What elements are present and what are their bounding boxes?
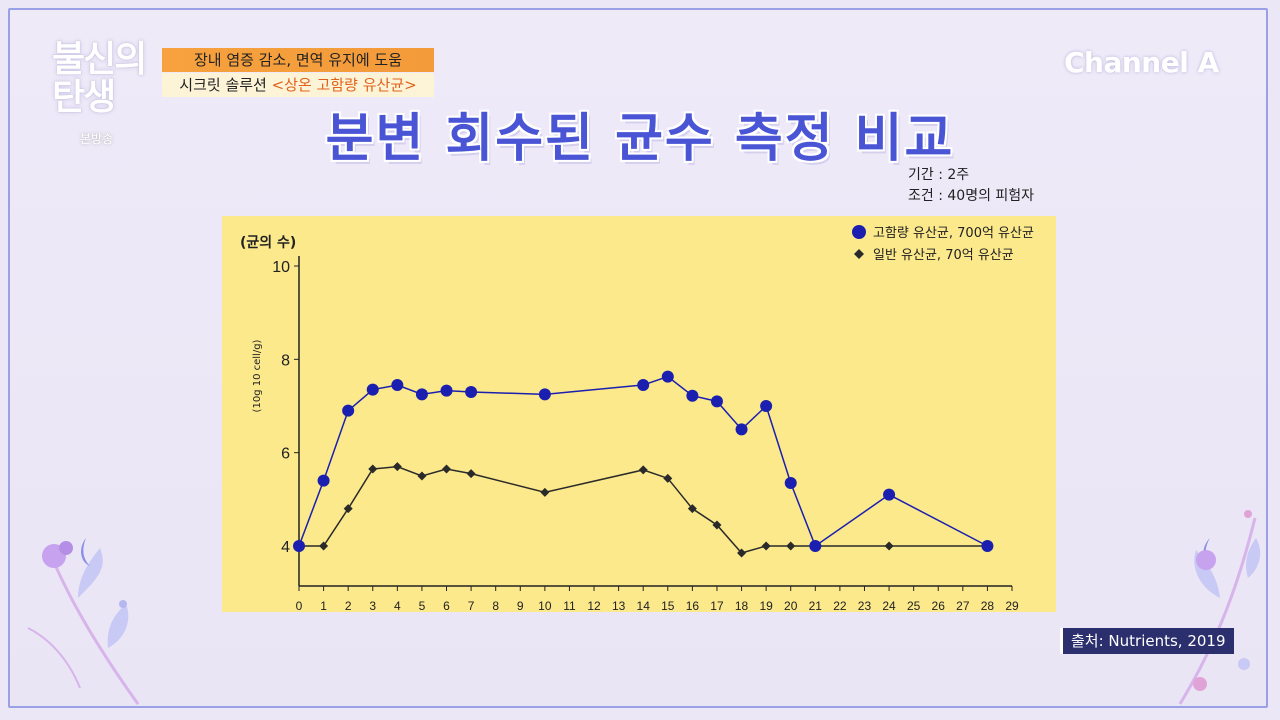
series-1-point: [883, 488, 896, 501]
series-2-point: [343, 504, 353, 514]
x-tick-label: 26: [932, 599, 946, 612]
caption-line-1: 장내 염증 감소, 면역 유지에 도움: [162, 48, 434, 72]
flower-decoration-left: [27, 538, 140, 705]
series-1-point: [317, 474, 330, 487]
caption-line-2: 시크릿 솔루션 <상온 고함량 유산균>: [162, 73, 434, 97]
series-2-point: [737, 548, 747, 558]
show-logo: 불신의 탄생: [52, 38, 147, 118]
caption-highlight: <상온 고함량 유산균>: [271, 76, 417, 94]
series-line-2: [299, 465, 988, 554]
series-1-point: [637, 379, 650, 391]
x-tick-label: 1: [320, 599, 327, 612]
x-tick-label: 19: [759, 599, 773, 612]
legend-marker-1: [852, 225, 866, 239]
flower-decoration-right: [1178, 510, 1261, 705]
y-axis-label: (균의 수): [240, 234, 296, 251]
x-tick-label: 4: [394, 599, 401, 612]
x-tick-label: 17: [710, 599, 724, 612]
series-2-point: [761, 541, 771, 551]
channel-logo: Channel A: [1064, 46, 1219, 79]
legend-label-2: 일반 유산균, 70억 유산균: [873, 248, 1014, 263]
series-1-point: [981, 540, 994, 552]
x-tick-label: 15: [661, 599, 675, 612]
caption-prefix: 시크릿 솔루션: [179, 76, 272, 94]
series-2-point: [466, 469, 476, 479]
x-tick-label: 13: [612, 599, 626, 612]
chart-panel: 0 1 2 3 4 5 6 7 8 9 10 11 12 13 14 15 16 17 18 19 20 21 22 23 24…: [222, 216, 1056, 612]
x-tick-label: 3: [369, 599, 376, 612]
y-tick-label: 10: [272, 259, 290, 276]
series-1-point: [293, 540, 305, 552]
source-caption: 출처: Nutrients, 2019: [1060, 628, 1234, 654]
series-1-point: [342, 404, 355, 417]
x-tick-label: 23: [858, 599, 872, 612]
y-tick-label: 6: [281, 446, 290, 463]
x-tick-label: 24: [882, 599, 896, 612]
y-axis-unit-label: (10g 10 cell/g): [252, 339, 263, 412]
series-1-point: [366, 383, 379, 396]
series-1-point: [391, 379, 404, 391]
series-2-point: [368, 464, 378, 474]
x-tick-label: 0: [296, 599, 303, 612]
series-1-point: [465, 386, 478, 398]
x-tick-label: 9: [517, 599, 524, 612]
x-tick-label: 10: [538, 599, 552, 612]
x-tick-label: 5: [419, 599, 426, 612]
x-tick-label: 2: [345, 599, 352, 612]
legend-marker-2: [854, 249, 864, 259]
series-1-point: [440, 384, 453, 397]
x-tick-label: 14: [637, 599, 651, 612]
x-tick-label: 22: [833, 599, 847, 612]
series-2-point: [712, 520, 722, 530]
series-1-point: [710, 395, 723, 408]
line-chart: 0 1 2 3 4 5 6 7 8 9 10 11 12 13 14 15 16 17 18 19 20 21 22 23 24…: [240, 225, 1034, 612]
series-2-point: [392, 462, 402, 472]
series-2-point: [638, 465, 648, 475]
series-2-point: [663, 473, 673, 483]
x-tick-label: 11: [563, 599, 576, 612]
x-tick-label: 21: [809, 599, 823, 612]
y-tick-label: 4: [281, 539, 290, 556]
series-1-point: [760, 400, 773, 412]
x-tick-label: 28: [981, 599, 995, 612]
x-tick-label: 29: [1005, 599, 1019, 612]
series-2-point: [442, 464, 452, 474]
x-tick-label: 7: [468, 599, 475, 612]
study-period: 기간 : 2주: [908, 167, 970, 183]
page-title: 분변 회수된 균수 측정 비교: [325, 109, 955, 169]
series-2-point: [687, 504, 697, 514]
series-1-point: [686, 389, 699, 402]
x-tick-label: 25: [907, 599, 921, 612]
x-tick-label: 16: [686, 599, 700, 612]
x-tick-label: 6: [443, 599, 450, 612]
show-logo-subtitle: 본방송: [80, 132, 114, 146]
series-2-point: [786, 541, 796, 551]
series-2-point: [319, 541, 329, 551]
series-1-point: [809, 540, 822, 552]
legend-label-1: 고함량 유산균, 700억 유산균: [873, 226, 1034, 241]
series-1-point: [415, 388, 428, 401]
series-1-point: [784, 477, 797, 489]
series-1-point: [735, 423, 748, 436]
x-tick-label: 27: [956, 599, 970, 612]
series-line-1: [298, 375, 988, 548]
x-tick-label: 8: [492, 599, 499, 612]
series-1-point: [661, 370, 674, 383]
series-2-point: [540, 487, 550, 497]
series-2-point: [417, 471, 427, 481]
study-condition: 조건 : 40명의 피험자: [908, 188, 1035, 204]
y-tick-label: 8: [281, 352, 290, 369]
x-tick-label: 20: [784, 599, 798, 612]
x-tick-label: 18: [735, 599, 749, 612]
series-1-point: [538, 388, 551, 401]
series-2-point: [884, 541, 894, 551]
x-tick-label: 12: [587, 599, 601, 612]
